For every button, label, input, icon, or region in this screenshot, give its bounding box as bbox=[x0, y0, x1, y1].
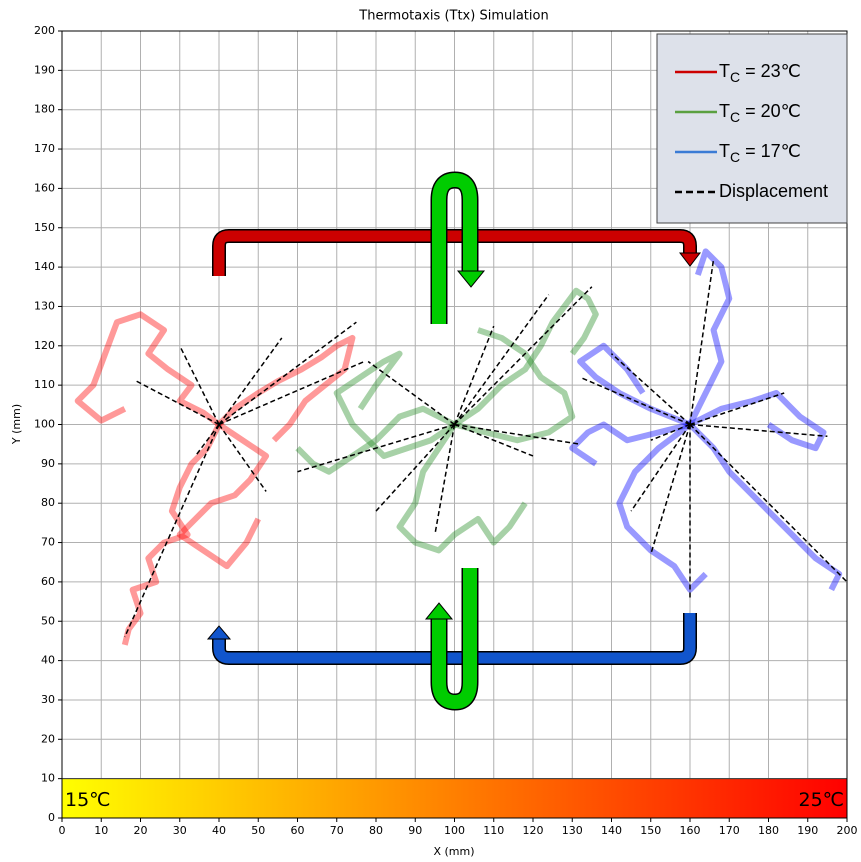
y-axis-label: Y (mm) bbox=[10, 404, 23, 445]
x-tick-label: 190 bbox=[797, 824, 818, 837]
trajectory bbox=[690, 251, 729, 424]
x-tick-label: 50 bbox=[251, 824, 265, 837]
y-tick-label: 30 bbox=[41, 693, 55, 706]
y-tick-label: 160 bbox=[34, 181, 55, 194]
y-tick-label: 190 bbox=[34, 63, 55, 76]
colorbar-label: 25℃ bbox=[798, 789, 844, 811]
red-arrow-head bbox=[680, 253, 700, 266]
trajectory bbox=[180, 425, 266, 567]
trajectory bbox=[619, 425, 705, 590]
y-tick-label: 10 bbox=[41, 772, 55, 785]
y-tick-label: 200 bbox=[34, 24, 55, 37]
x-tick-label: 160 bbox=[680, 824, 701, 837]
x-tick-label: 20 bbox=[134, 824, 148, 837]
y-tick-label: 40 bbox=[41, 654, 55, 667]
x-tick-label: 100 bbox=[444, 824, 465, 837]
displacement-line bbox=[690, 425, 827, 437]
x-tick-label: 200 bbox=[837, 824, 858, 837]
displacement-line bbox=[455, 287, 592, 425]
y-tick-label: 70 bbox=[41, 536, 55, 549]
trajectory bbox=[337, 354, 455, 456]
chart: Thermotaxis (Ttx) Simulation X (mm) Y (m… bbox=[0, 0, 861, 862]
blue-arrow-head bbox=[208, 626, 230, 639]
green-arrow-head bbox=[426, 603, 452, 619]
y-tick-label: 50 bbox=[41, 614, 55, 627]
x-tick-label: 60 bbox=[291, 824, 305, 837]
y-tick-label: 110 bbox=[34, 378, 55, 391]
y-tick-label: 120 bbox=[34, 339, 55, 352]
y-tick-label: 180 bbox=[34, 103, 55, 116]
x-tick-label: 10 bbox=[94, 824, 108, 837]
chart-title: Thermotaxis (Ttx) Simulation bbox=[358, 9, 548, 24]
x-tick-label: 130 bbox=[562, 824, 583, 837]
x-tick-label: 70 bbox=[330, 824, 344, 837]
x-axis-label: X (mm) bbox=[433, 845, 474, 858]
green-arrow-head bbox=[458, 271, 484, 287]
colorbar bbox=[62, 779, 847, 818]
page: Thermotaxis (Ttx) Simulation X (mm) Y (m… bbox=[0, 0, 861, 862]
displacement-line bbox=[651, 425, 690, 555]
trajectory bbox=[572, 425, 690, 464]
y-tick-label: 150 bbox=[34, 221, 55, 234]
x-tick-label: 110 bbox=[483, 824, 504, 837]
colorbar-label: 15℃ bbox=[65, 789, 111, 811]
y-tick-label: 170 bbox=[34, 142, 55, 155]
trajectory bbox=[690, 393, 823, 448]
x-tick-label: 0 bbox=[59, 824, 66, 837]
y-tick-label: 90 bbox=[41, 457, 55, 470]
y-tick-label: 20 bbox=[41, 732, 55, 745]
y-tick-label: 0 bbox=[48, 811, 55, 824]
x-tick-label: 40 bbox=[212, 824, 226, 837]
x-tick-label: 120 bbox=[523, 824, 544, 837]
legend-label: Displacement bbox=[719, 181, 828, 201]
x-tick-label: 80 bbox=[369, 824, 383, 837]
x-tick-label: 90 bbox=[408, 824, 422, 837]
y-tick-label: 140 bbox=[34, 260, 55, 273]
x-tick-label: 140 bbox=[601, 824, 622, 837]
x-tick-label: 150 bbox=[640, 824, 661, 837]
x-tick-label: 180 bbox=[758, 824, 779, 837]
trajectory bbox=[78, 314, 219, 424]
displacement-line bbox=[219, 425, 266, 492]
x-tick-label: 30 bbox=[173, 824, 187, 837]
y-tick-label: 60 bbox=[41, 575, 55, 588]
y-tick-label: 80 bbox=[41, 496, 55, 509]
x-tick-label: 170 bbox=[719, 824, 740, 837]
y-tick-label: 130 bbox=[34, 299, 55, 312]
y-tick-label: 100 bbox=[34, 418, 55, 431]
